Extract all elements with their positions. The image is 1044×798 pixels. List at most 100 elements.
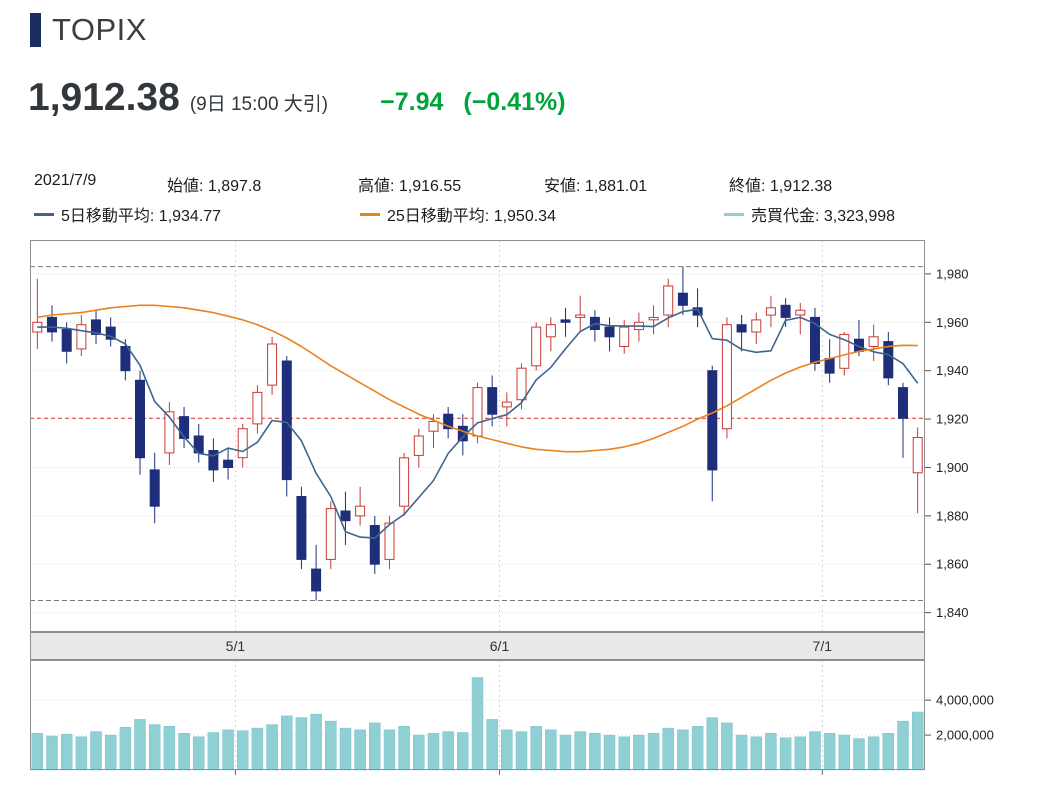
candle-down [487, 387, 498, 415]
legend-turnover-label: 売買代金: 3,323,998 [751, 208, 896, 225]
candle-down [692, 307, 703, 316]
turnover-swatch [724, 212, 744, 216]
candle-down [604, 326, 615, 338]
last-price: 1,912.38 [28, 76, 180, 119]
candle-down [824, 358, 835, 374]
candle-down [443, 413, 454, 430]
candle-up [575, 314, 586, 318]
candle-down [135, 379, 145, 459]
open-value: 始値: 1,897.8 [167, 178, 262, 195]
candle-up [648, 316, 659, 321]
candle-down [311, 568, 322, 592]
date-axis-labels: 5/1 6/1 7/1 [226, 638, 833, 775]
candle-down [120, 346, 131, 372]
candle-down [707, 370, 718, 471]
candle-up [765, 307, 776, 316]
svg-text:1,980: 1,980 [936, 266, 969, 281]
candle-up [252, 391, 263, 425]
svg-text:1,960: 1,960 [936, 315, 969, 330]
title-accent-bar [30, 13, 41, 47]
candle-down [149, 469, 160, 507]
candle-up [325, 508, 336, 560]
legend-turnover: 売買代金: 3,323,998 [724, 202, 895, 226]
candle-up [399, 457, 410, 507]
candle-up [384, 522, 395, 560]
price-axis-labels: 1,840 1,860 1,880 1,900 1,920 1,940 1,960 1,980 [925, 266, 969, 620]
candle-down [898, 387, 908, 419]
svg-text:1,900: 1,900 [936, 460, 969, 475]
candle-up [76, 324, 87, 350]
volume-axis-labels: 2,000,000 4,000,000 [925, 693, 994, 743]
svg-text:5/1: 5/1 [226, 638, 246, 654]
candle-down [780, 304, 791, 318]
candle-up [795, 309, 806, 316]
chart-legend: 5日移動平均: 1,934.77 25日移動平均: 1,950.34 売買代金:… [34, 202, 895, 226]
svg-text:2,000,000: 2,000,000 [936, 728, 994, 743]
high-value: 高値: 1,916.55 [358, 178, 462, 195]
candle-up [721, 324, 732, 430]
candle-down [677, 292, 688, 306]
ma25-line [37, 304, 918, 453]
candle-down [340, 510, 351, 522]
candle-up [619, 326, 630, 347]
candle-up [751, 319, 762, 333]
svg-text:1,920: 1,920 [936, 412, 969, 427]
candle-up [237, 428, 248, 459]
volume-bars [31, 677, 924, 771]
candle-up [545, 324, 556, 338]
index-name: TOPIX [52, 12, 147, 47]
candle-up [516, 367, 527, 401]
gridlines [30, 240, 925, 770]
candle-down [560, 319, 571, 323]
topix-daily-chart: 1,840 1,860 1,880 1,900 1,920 1,940 1,960 1,980… [30, 240, 994, 775]
candlesticks [32, 266, 923, 601]
candle-up [839, 333, 850, 369]
legend-ma5-label: 5日移動平均: 1,934.77 [61, 208, 222, 225]
price-change-percent: (−0.41%) [463, 88, 566, 116]
svg-text:6/1: 6/1 [490, 638, 510, 654]
low-value: 安値: 1,881.01 [544, 178, 648, 195]
svg-text:1,880: 1,880 [936, 508, 969, 523]
candle-down [296, 496, 307, 560]
quote-date: 2021/7/9 [34, 172, 97, 189]
price-summary: 1,912.38 (9日 15:00 大引) −7.94 (−0.41%) [28, 76, 566, 120]
daily-ohlc-row: 2021/7/9 始値: 1,897.8 高値: 1,916.55 安値: 1,… [34, 172, 832, 196]
legend-ma5: 5日移動平均: 1,934.77 [34, 202, 360, 226]
candle-down [61, 329, 72, 352]
ma25-line-swatch [360, 212, 380, 216]
candle-up [472, 387, 483, 437]
candle-up [413, 435, 424, 456]
candle-up [164, 411, 175, 454]
svg-text:1,940: 1,940 [936, 363, 969, 378]
candle-up [428, 421, 439, 432]
candle-down [736, 324, 747, 333]
price-change: −7.94 [380, 88, 444, 116]
close-value: 終値: 1,912.38 [729, 178, 833, 195]
candle-up [912, 437, 923, 474]
ma5-line-swatch [34, 212, 54, 216]
candle-down [223, 459, 234, 468]
page-header: TOPIX [30, 12, 147, 48]
ma5-line [37, 308, 919, 539]
candle-down [208, 450, 219, 471]
candle-down [179, 416, 190, 439]
candle-down [47, 316, 57, 333]
candle-up [267, 343, 278, 386]
candle-up [663, 285, 674, 316]
candle-up [531, 326, 542, 367]
svg-text:1,860: 1,860 [936, 557, 969, 572]
svg-text:4,000,000: 4,000,000 [936, 693, 994, 708]
candle-up [501, 401, 512, 408]
svg-text:7/1: 7/1 [813, 638, 833, 654]
candle-down [810, 316, 820, 364]
candle-down [91, 319, 101, 335]
legend-ma25: 25日移動平均: 1,950.34 [360, 202, 724, 226]
candle-up [355, 505, 366, 517]
session-timestamp: (9日 15:00 大引) [189, 94, 329, 115]
candle-down [883, 341, 894, 379]
candle-down [281, 360, 292, 481]
svg-text:1,840: 1,840 [936, 605, 969, 620]
legend-ma25-label: 25日移動平均: 1,950.34 [387, 208, 556, 225]
candle-down [369, 525, 380, 565]
